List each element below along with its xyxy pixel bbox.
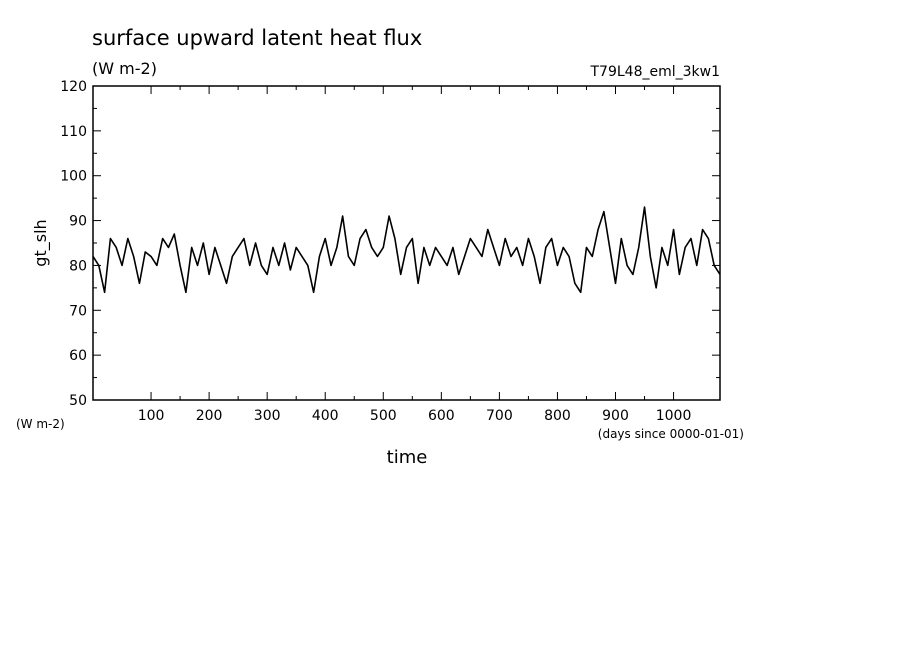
subtitle: (W m-2) <box>92 59 157 78</box>
y-tick-label: 120 <box>60 79 87 95</box>
y-tick-label: 100 <box>60 169 87 185</box>
y-tick-label: 90 <box>69 214 87 230</box>
x-tick-label: 100 <box>138 408 165 424</box>
x-tick-label: 500 <box>370 408 397 424</box>
x-tick-label: 1000 <box>656 408 692 424</box>
x-tick-label: 800 <box>544 408 571 424</box>
x-tick-label: 300 <box>254 408 281 424</box>
y-tick-label: 50 <box>69 393 87 409</box>
y-tick-label: 70 <box>69 303 87 319</box>
x-axis-label: time <box>387 447 428 468</box>
x-tick-label: 700 <box>486 408 513 424</box>
x-tick-label: 200 <box>196 408 223 424</box>
y-unit: (W m-2) <box>16 417 65 431</box>
data-line <box>92 206 721 294</box>
chart-title: surface upward latent heat flux <box>92 26 422 50</box>
x-tick-label: 400 <box>312 408 339 424</box>
y-tick-label: 110 <box>60 124 87 140</box>
x-tick-label: 900 <box>602 408 629 424</box>
y-tick-label: 80 <box>69 258 87 274</box>
x-tick-label: 600 <box>428 408 455 424</box>
y-tick-label: 60 <box>69 348 87 364</box>
y-axis-label: gt_slh <box>31 219 51 266</box>
x-unit: (days since 0000-01-01) <box>598 427 744 441</box>
annotation: T79L48_eml_3kw1 <box>590 64 721 80</box>
